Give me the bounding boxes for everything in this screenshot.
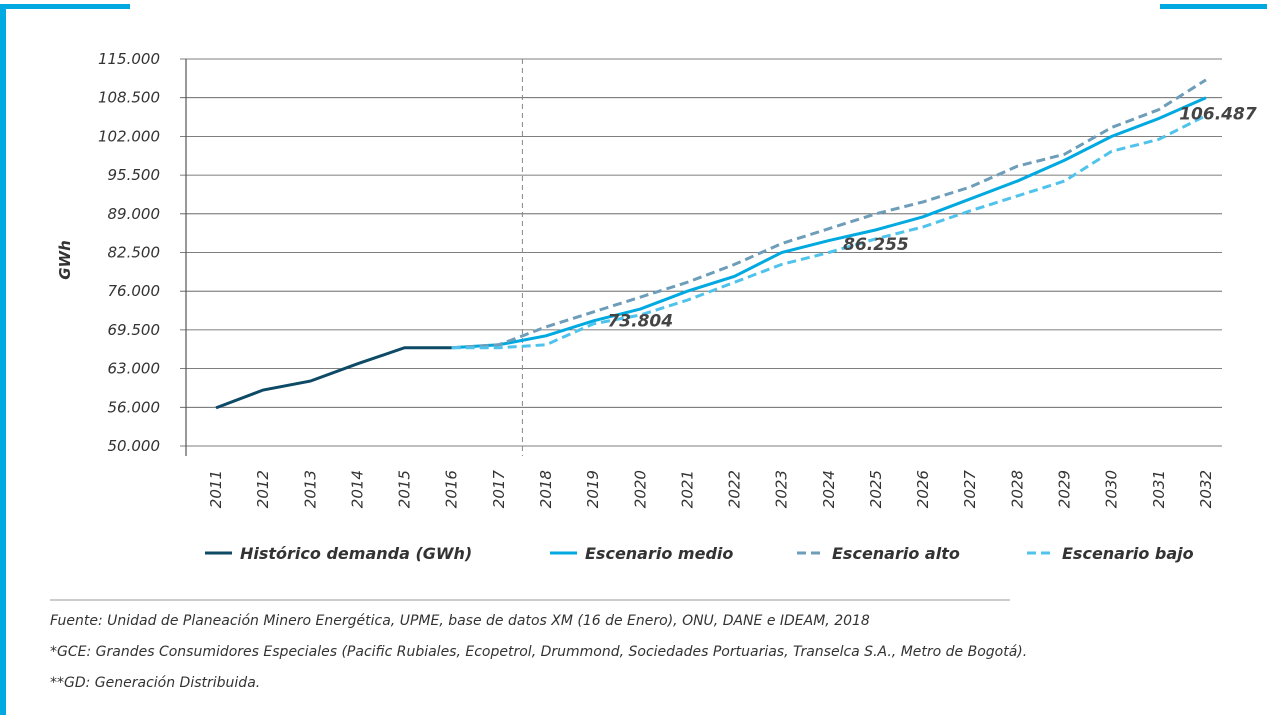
decor-bar — [1160, 4, 1267, 9]
x-tick-label: 2029 — [1056, 470, 1074, 508]
x-tick-label: 2014 — [348, 470, 366, 508]
x-tick-label: 2020 — [631, 470, 649, 508]
series-line — [451, 78, 1207, 350]
legend-label: Escenario bajo — [1062, 544, 1194, 563]
y-tick-label: 89.000 — [108, 205, 161, 223]
y-tick-label: 102.000 — [98, 127, 160, 145]
x-tick-label: 2031 — [1150, 470, 1168, 508]
x-tick-label: 2025 — [867, 470, 885, 508]
series-line — [215, 346, 452, 410]
x-tick-label: 2027 — [961, 470, 979, 509]
y-tick-label: 76.000 — [108, 282, 161, 300]
x-tick-label: 2012 — [254, 470, 272, 508]
decor-bar — [0, 4, 130, 9]
legend-label: Escenario alto — [832, 544, 960, 563]
footnote: **GD: Generación Distribuida. — [50, 675, 260, 691]
y-tick-label: 63.000 — [108, 360, 161, 378]
legend-label: Histórico demanda (GWh) — [240, 544, 472, 563]
x-tick-label: 2028 — [1008, 470, 1026, 508]
decor-bar — [0, 4, 6, 715]
y-tick-label: 95.500 — [108, 166, 161, 184]
x-tick-label: 2011 — [207, 470, 225, 508]
series-line — [451, 96, 1207, 350]
x-tick-label: 2017 — [490, 470, 508, 509]
x-tick-label: 2023 — [773, 470, 791, 508]
y-tick-label: 115.000 — [98, 50, 160, 68]
data-label: 86.255 — [843, 235, 909, 255]
x-tick-label: 2021 — [678, 470, 696, 508]
x-tick-label: 2022 — [726, 470, 744, 508]
y-tick-label: 82.500 — [108, 244, 161, 262]
y-tick-label: 69.500 — [108, 321, 161, 339]
x-tick-label: 2024 — [820, 470, 838, 508]
y-tick-label: 108.500 — [98, 89, 160, 107]
x-tick-label: 2015 — [396, 470, 414, 508]
y-axis-label: GWh — [56, 240, 74, 280]
legend-label: Escenario medio — [585, 544, 733, 563]
data-label: 73.804 — [607, 311, 673, 331]
x-tick-label: 2016 — [443, 470, 461, 508]
x-tick-label: 2032 — [1197, 470, 1215, 508]
footnote: Fuente: Unidad de Planeación Minero Ener… — [50, 613, 870, 629]
series-line — [451, 114, 1207, 350]
x-tick-label: 2026 — [914, 470, 932, 508]
x-tick-label: 2018 — [537, 470, 555, 508]
data-label: 106.487 — [1179, 105, 1257, 125]
x-tick-label: 2030 — [1103, 470, 1121, 508]
footnote: *GCE: Grandes Consumidores Especiales (P… — [50, 644, 1027, 660]
x-tick-label: 2013 — [301, 470, 319, 508]
x-tick-label: 2019 — [584, 470, 602, 508]
y-tick-label: 56.000 — [108, 398, 161, 416]
y-tick-label: 50.000 — [108, 437, 161, 455]
